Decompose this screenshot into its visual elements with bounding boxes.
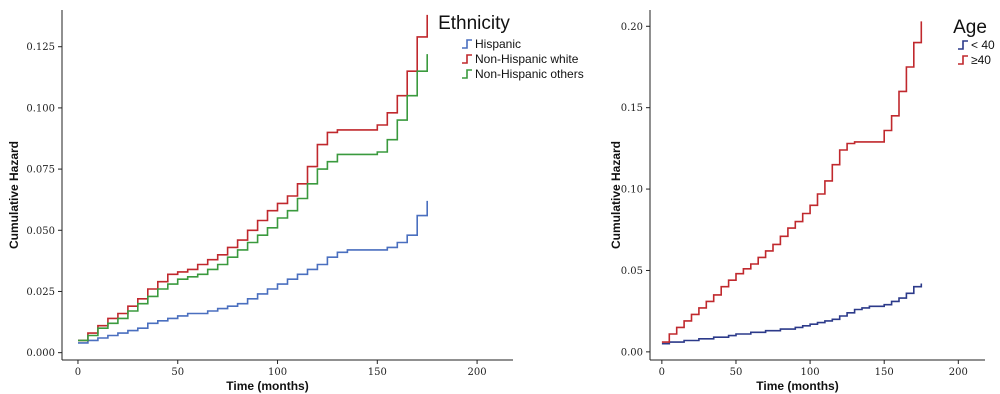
y-tick-label: 0.10 (621, 185, 643, 196)
series-line-2 (661, 21, 923, 343)
y-axis-label: Cumulative Hazard (609, 141, 623, 249)
x-tick-label: 50 (171, 367, 184, 378)
x-tick-label: 200 (468, 367, 487, 378)
legend-item-2: Non-Hispanic white (475, 52, 579, 66)
legend-title: Age (953, 17, 987, 38)
legend-key-1 (462, 39, 472, 49)
x-axis-label: Time (months) (226, 379, 308, 393)
legend-item-1: < 40 (971, 38, 995, 52)
legend-key-2 (958, 55, 968, 65)
y-tick-label: 0.075 (26, 165, 55, 176)
x-tick-label: 200 (949, 367, 968, 378)
y-tick-label: 0.025 (26, 287, 55, 298)
chart-panel-1: 0 50 100 150 200 0.000 0.025 0.050 0.075 0.100 0.1… (7, 10, 584, 393)
legend-key-3 (462, 69, 472, 79)
series-line-1 (78, 200, 428, 344)
chart-panel-2: 0 50 100 150 200 0.00 0.05 0.10 0.15 0.20 Time (mo… (609, 10, 995, 393)
y-tick-label: 0.125 (26, 42, 55, 53)
x-tick-label: 150 (875, 367, 894, 378)
series-line-2 (78, 14, 428, 342)
y-tick-label: 0.00 (621, 347, 643, 358)
y-tick-label: 0.100 (26, 103, 55, 114)
y-tick-label: 0.000 (26, 348, 55, 359)
legend-key-1 (958, 40, 968, 50)
series-line-3 (78, 54, 428, 342)
legend-item-1: Hispanic (475, 37, 521, 51)
y-tick-label: 0.050 (26, 226, 55, 237)
x-tick-label: 0 (659, 367, 665, 378)
x-tick-label: 0 (75, 367, 81, 378)
x-axis-label: Time (months) (756, 379, 838, 393)
series-line-1 (661, 283, 923, 345)
y-tick-label: 0.15 (621, 103, 643, 114)
y-tick-label: 0.20 (621, 22, 643, 33)
y-tick-label: 0.05 (621, 266, 643, 277)
x-tick-label: 150 (368, 367, 387, 378)
x-tick-label: 100 (268, 367, 287, 378)
legend-title: Ethnicity (438, 13, 510, 34)
x-tick-label: 50 (730, 367, 743, 378)
legend-key-2 (462, 54, 472, 64)
x-tick-label: 100 (801, 367, 820, 378)
legend-item-3: Non-Hispanic others (475, 67, 584, 81)
y-axis-label: Cumulative Hazard (7, 141, 21, 249)
legend-item-2: ≥40 (971, 53, 991, 67)
